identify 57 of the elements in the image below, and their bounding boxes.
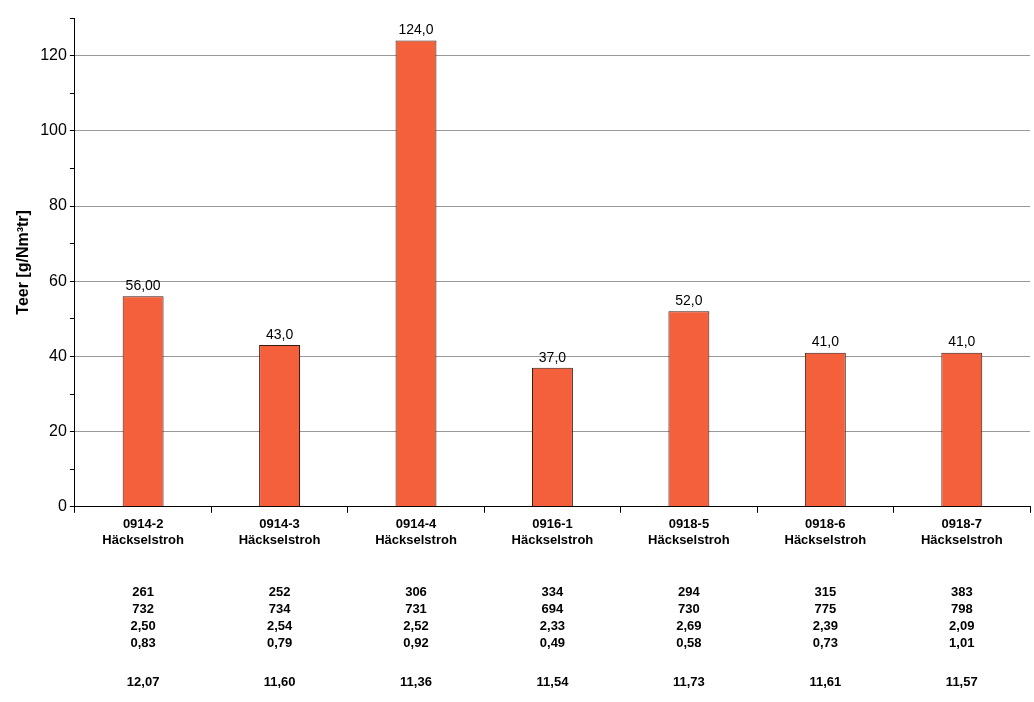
- text: 11,60: [263, 673, 296, 689]
- text: 732: [132, 600, 154, 616]
- text: 12,07: [126, 673, 160, 689]
- x-tick-label: 0918-6 Häckselstroh: [784, 516, 867, 547]
- text: 694: [541, 600, 565, 616]
- text: 252: [268, 583, 291, 599]
- x-tick-label: 0916-1 Häckselstroh: [511, 516, 594, 547]
- x-tick-label: 0914-4 Häckselstroh: [375, 516, 457, 547]
- y-axis-title: Teer [g/Nm³tr]: [14, 210, 32, 315]
- data-label: 41,0: [948, 333, 976, 350]
- text: 2,50: [130, 617, 156, 633]
- data-label: 56,00: [125, 277, 161, 294]
- text: 0,83: [130, 634, 156, 650]
- text: 11,54: [536, 673, 570, 689]
- text: 731: [405, 600, 427, 616]
- data-label: 37,0: [538, 348, 567, 365]
- y-tick-label: 20: [49, 422, 67, 440]
- text: 0,92: [403, 634, 429, 650]
- text: 334: [541, 583, 565, 599]
- x-tick-label: 0914-3 Häckselstroh: [238, 516, 321, 547]
- text: 2,39: [812, 617, 838, 633]
- y-tick-label: 80: [49, 196, 67, 214]
- text: 315: [814, 583, 837, 599]
- data-label: 124,0: [398, 21, 434, 38]
- text: 11,61: [809, 673, 842, 689]
- x-tick-label: 0918-7 Häckselstroh: [920, 516, 1003, 547]
- text: 0,79: [266, 634, 293, 650]
- x-tick-label: 0914-2 Häckselstroh: [102, 516, 184, 547]
- text: 383: [950, 583, 973, 599]
- text: 734: [268, 600, 292, 616]
- x-tick-label: 0918-5 Häckselstroh: [648, 516, 730, 547]
- text: 261: [132, 583, 154, 599]
- text: 0,73: [812, 634, 838, 650]
- text: 0,49: [539, 634, 566, 650]
- text: 2,54: [266, 617, 293, 633]
- text: 798: [950, 600, 973, 616]
- y-tick-label: 100: [40, 121, 67, 139]
- data-label: 52,0: [675, 292, 703, 309]
- text: 1,01: [949, 634, 975, 650]
- y-tick-label: 120: [40, 46, 67, 64]
- text: 2,69: [676, 617, 702, 633]
- text: 11,36: [400, 673, 432, 689]
- text: 2,33: [539, 617, 566, 633]
- data-label: 43,0: [265, 325, 294, 342]
- text: 2,09: [949, 617, 975, 633]
- text: 730: [678, 600, 700, 616]
- text: 11,73: [672, 673, 705, 689]
- text: 294: [678, 583, 701, 599]
- text: 11,57: [945, 673, 978, 689]
- y-tick-label: 0: [57, 497, 67, 515]
- y-tick-label: 40: [49, 346, 67, 364]
- text: 775: [814, 600, 837, 616]
- text: 0,58: [676, 634, 702, 650]
- text: 306: [405, 583, 427, 599]
- y-tick-label: 60: [49, 271, 67, 289]
- text: 2,52: [403, 617, 429, 633]
- data-label: 41,0: [811, 333, 840, 350]
